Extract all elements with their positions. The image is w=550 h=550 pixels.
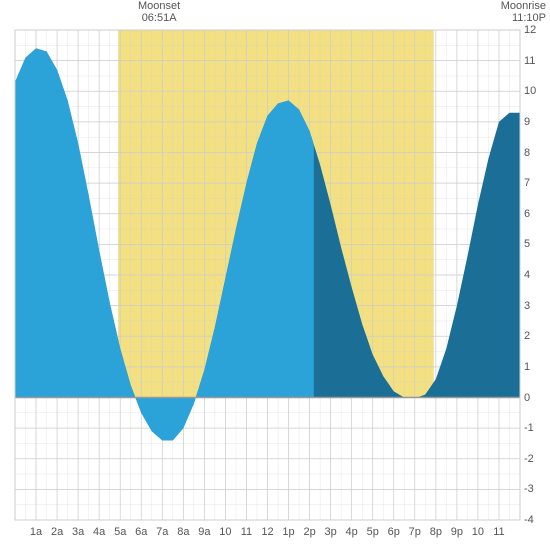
y-tick-label: 9: [524, 116, 530, 128]
x-tick-label: 7p: [409, 526, 421, 538]
moonrise-label: Moonrise: [486, 0, 546, 12]
moonset-label-block: Moonset 06:51A: [129, 0, 189, 24]
x-tick-label: 4a: [93, 526, 105, 538]
y-tick-label: -2: [524, 453, 534, 465]
x-tick-label: 12: [261, 526, 273, 538]
y-tick-label: 7: [524, 177, 530, 189]
x-tick-label: 8a: [177, 526, 189, 538]
x-tick-label: 8p: [430, 526, 442, 538]
x-tick-label: 2p: [303, 526, 315, 538]
y-tick-label: -3: [524, 483, 534, 495]
x-tick-label: 10: [219, 526, 231, 538]
x-tick-label: 5p: [367, 526, 379, 538]
moonrise-label-block: Moonrise 11:10P: [486, 0, 546, 24]
y-tick-label: 8: [524, 147, 530, 159]
x-tick-label: 1a: [30, 526, 42, 538]
y-tick-label: 6: [524, 208, 530, 220]
x-tick-label: 3a: [72, 526, 84, 538]
y-tick-label: 1: [524, 361, 530, 373]
x-tick-label: 6p: [388, 526, 400, 538]
y-tick-label: 10: [524, 85, 536, 97]
x-tick-label: 11: [493, 526, 504, 538]
y-tick-label: 4: [524, 269, 530, 281]
x-tick-label: 9a: [198, 526, 210, 538]
y-tick-label: 3: [524, 300, 530, 312]
y-tick-label: 12: [524, 24, 536, 36]
x-tick-label: 6a: [135, 526, 147, 538]
x-tick-label: 3p: [325, 526, 337, 538]
x-tick-label: 9p: [451, 526, 463, 538]
moonset-label: Moonset: [129, 0, 189, 12]
x-tick-label: 4p: [346, 526, 358, 538]
x-tick-label: 1p: [282, 526, 294, 538]
y-tick-label: 0: [524, 392, 530, 404]
tide-chart: Moonset 06:51A Moonrise 11:10P -4 -3 -2 -1 0…: [0, 0, 550, 550]
y-tick-label: 5: [524, 238, 530, 250]
moonrise-time: 11:10P: [486, 12, 546, 24]
y-tick-label: 11: [524, 55, 535, 67]
x-tick-label: 5a: [114, 526, 126, 538]
moonset-time: 06:51A: [129, 12, 189, 24]
y-tick-label: -1: [524, 422, 534, 434]
x-tick-label: 10: [472, 526, 484, 538]
x-tick-label: 7a: [156, 526, 168, 538]
y-tick-label: 2: [524, 330, 530, 342]
chart-svg: [0, 0, 550, 550]
x-tick-label: 2a: [51, 526, 63, 538]
x-tick-label: 11: [241, 526, 252, 538]
y-tick-label: -4: [524, 514, 534, 526]
